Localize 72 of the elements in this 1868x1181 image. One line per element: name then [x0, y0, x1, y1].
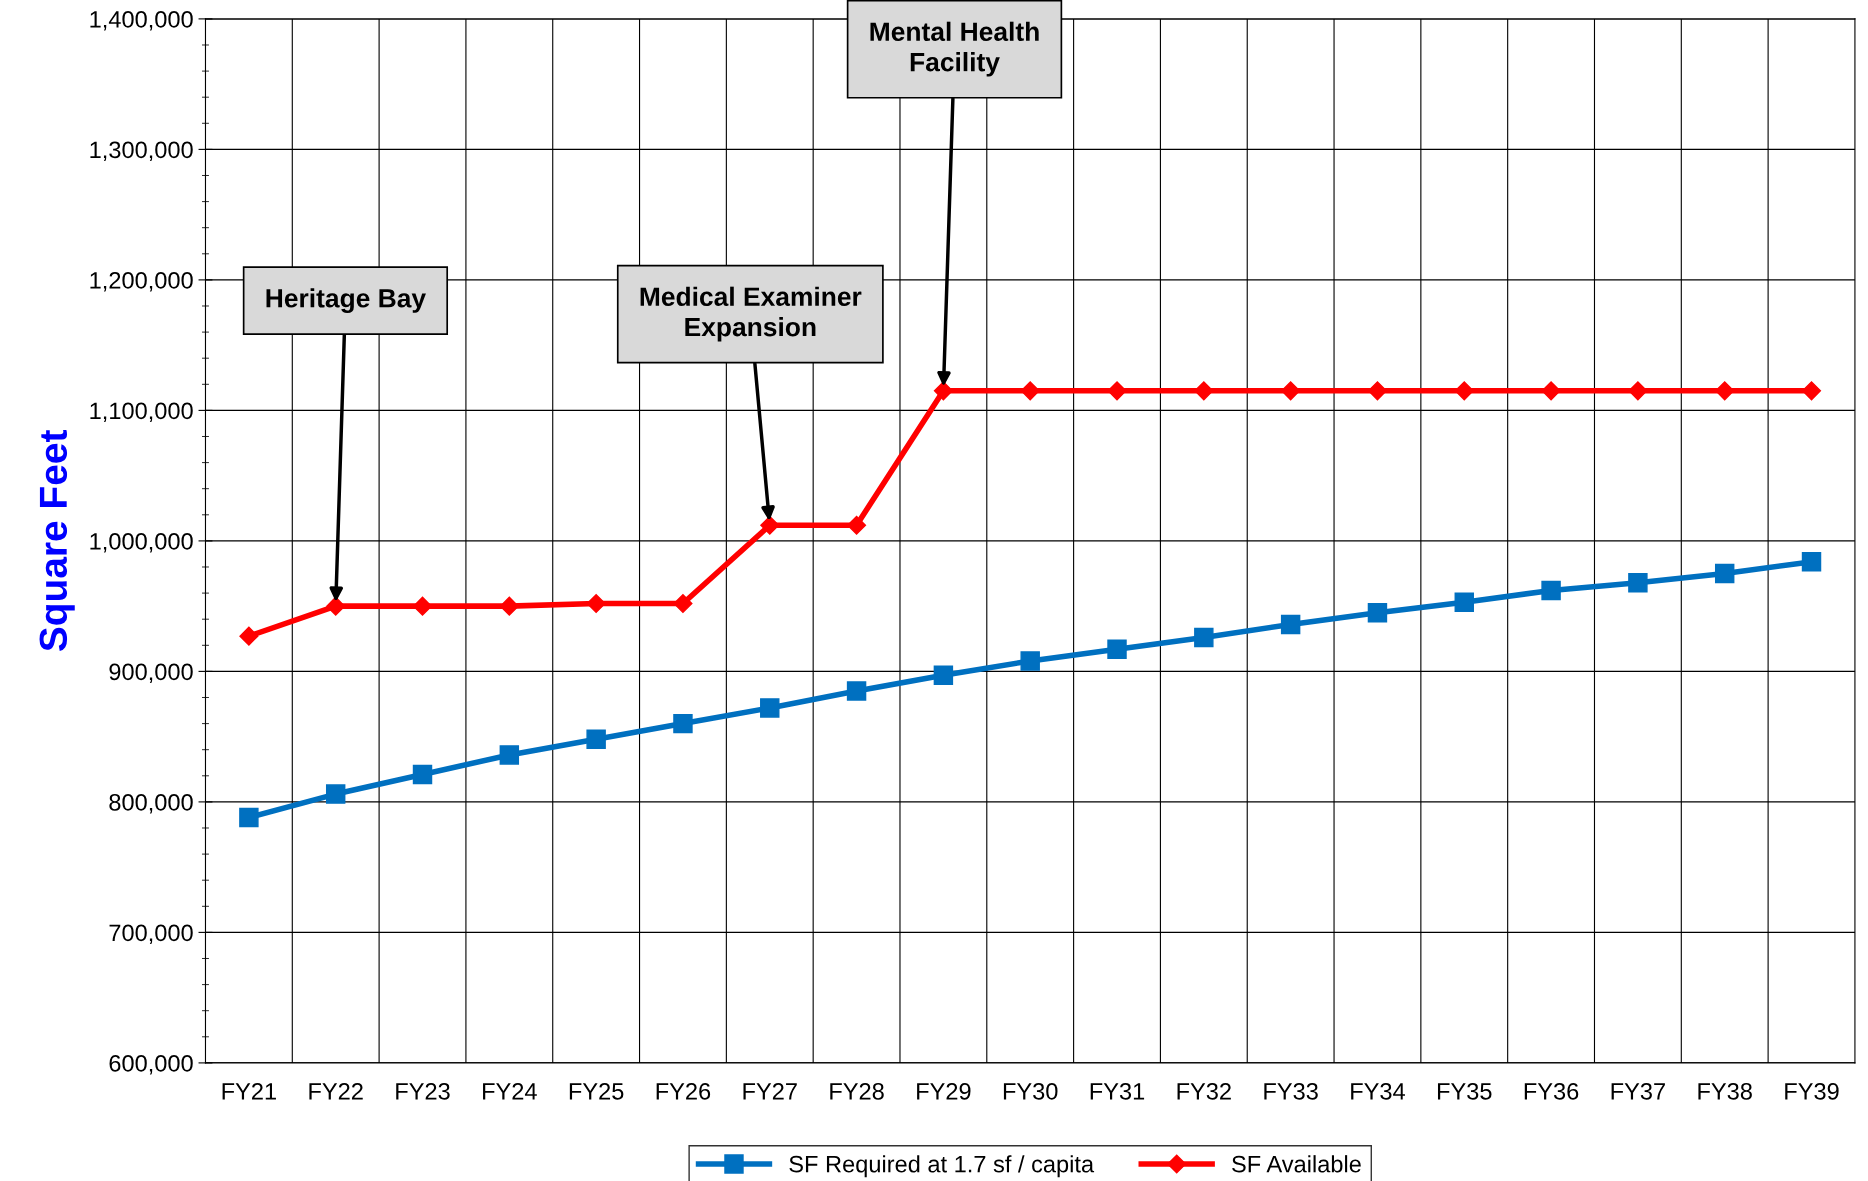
- y-tick-label: 900,000: [109, 663, 193, 683]
- point: [412, 596, 433, 616]
- point: [499, 745, 520, 765]
- point: [1715, 381, 1735, 401]
- y-tick-label: 1,100,000: [90, 402, 193, 422]
- x-tick-label: FY26: [656, 1082, 711, 1100]
- point: [1801, 381, 1822, 401]
- point: [1280, 614, 1301, 635]
- y-tick-label: 800,000: [109, 793, 193, 814]
- y-tick-label: 700,000: [109, 924, 193, 944]
- point: [325, 784, 346, 804]
- point: [1628, 572, 1648, 593]
- x-tick-label: FY35: [1437, 1082, 1492, 1100]
- y-tick-label: 1,000,000: [90, 532, 193, 553]
- point: [1541, 580, 1561, 601]
- point: [933, 665, 954, 686]
- point: [239, 807, 259, 828]
- point: [586, 729, 606, 749]
- x-tick-label: FY34: [1351, 1082, 1405, 1100]
- point: [586, 594, 606, 614]
- point: [1281, 381, 1301, 401]
- y-axis-title: Square Feet: [39, 430, 75, 652]
- x-tick-label: FY32: [1177, 1082, 1231, 1100]
- x-tick-label: FY24: [483, 1082, 537, 1100]
- point: [1801, 552, 1822, 572]
- annotation: Heritage Bay: [266, 288, 426, 313]
- point: [1107, 639, 1127, 659]
- point: [1454, 381, 1474, 401]
- point: [673, 713, 693, 734]
- point: [846, 681, 867, 701]
- legend-label: SF Available: [1232, 1155, 1361, 1173]
- point: [1367, 381, 1387, 401]
- point: [760, 515, 780, 535]
- x-tick-label: FY23: [396, 1082, 450, 1100]
- point: [673, 594, 693, 614]
- point: [326, 596, 346, 616]
- x-tick-label: FY27: [743, 1082, 797, 1100]
- y-tick-label: 600,000: [109, 1054, 193, 1075]
- point: [760, 698, 780, 718]
- point: [1454, 592, 1474, 612]
- x-tick-label: FY38: [1698, 1082, 1752, 1100]
- x-tick-label: FY22: [309, 1082, 363, 1100]
- point: [933, 381, 953, 401]
- x-tick-label: FY30: [1003, 1082, 1058, 1100]
- point: [239, 626, 259, 646]
- annotation: Mental Health Facility: [870, 21, 1039, 77]
- x-tick-label: FY33: [1264, 1082, 1318, 1100]
- x-tick-label: FY31: [1090, 1082, 1145, 1100]
- x-tick-label: FY25: [569, 1082, 624, 1100]
- point: [1541, 381, 1561, 401]
- point: [412, 764, 433, 785]
- y-tick-label: 1,200,000: [90, 271, 193, 292]
- point: [1107, 381, 1127, 401]
- point: [1714, 563, 1735, 584]
- point: [1367, 602, 1388, 623]
- x-tick-label: FY37: [1611, 1082, 1665, 1100]
- legend-label: SF Required at 1.7 sf / capita: [789, 1155, 1095, 1178]
- point: [1628, 381, 1648, 401]
- point: [499, 596, 519, 616]
- point: [1194, 381, 1214, 401]
- y-tick-label: 1,400,000: [90, 10, 193, 31]
- x-tick-label: FY28: [830, 1082, 884, 1100]
- x-tick-label: FY39: [1785, 1082, 1839, 1100]
- x-tick-label: FY36: [1524, 1082, 1579, 1100]
- point: [1194, 627, 1214, 648]
- annotation: Medical Examiner Expansion: [640, 286, 862, 342]
- point: [1020, 381, 1040, 401]
- point: [1020, 651, 1040, 671]
- x-tick-label: FY21: [222, 1082, 276, 1100]
- x-tick-label: FY29: [917, 1082, 971, 1100]
- y-tick-label: 1,300,000: [90, 141, 193, 161]
- point: [847, 515, 867, 535]
